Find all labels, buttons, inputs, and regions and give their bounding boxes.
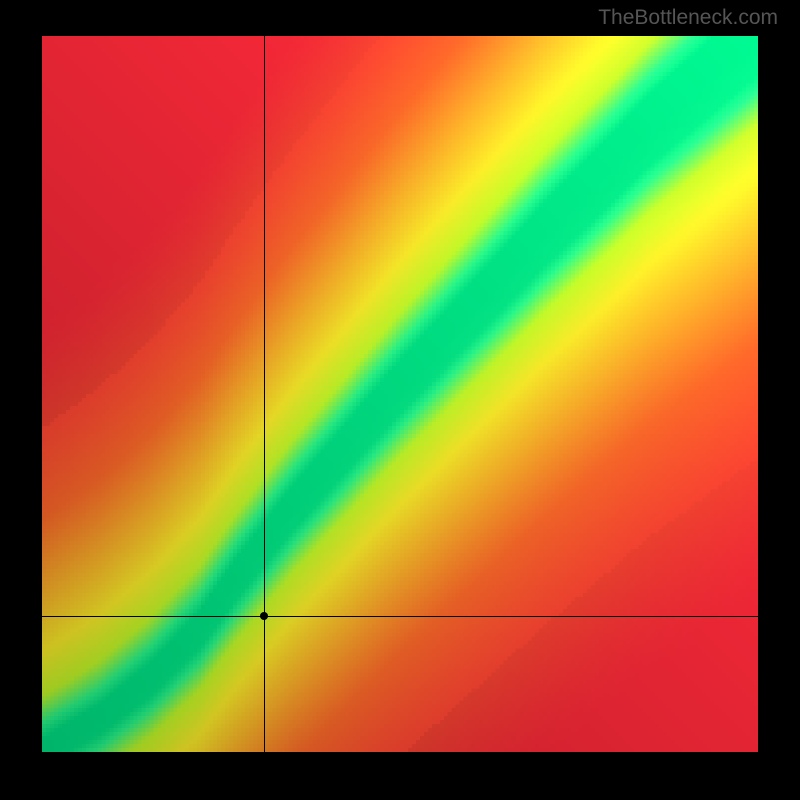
crosshair-marker [260,612,268,620]
heatmap-canvas [42,36,758,752]
watermark-text: TheBottleneck.com [598,6,778,30]
heatmap-plot [42,36,758,752]
crosshair-horizontal [42,616,758,617]
crosshair-vertical [264,36,265,752]
